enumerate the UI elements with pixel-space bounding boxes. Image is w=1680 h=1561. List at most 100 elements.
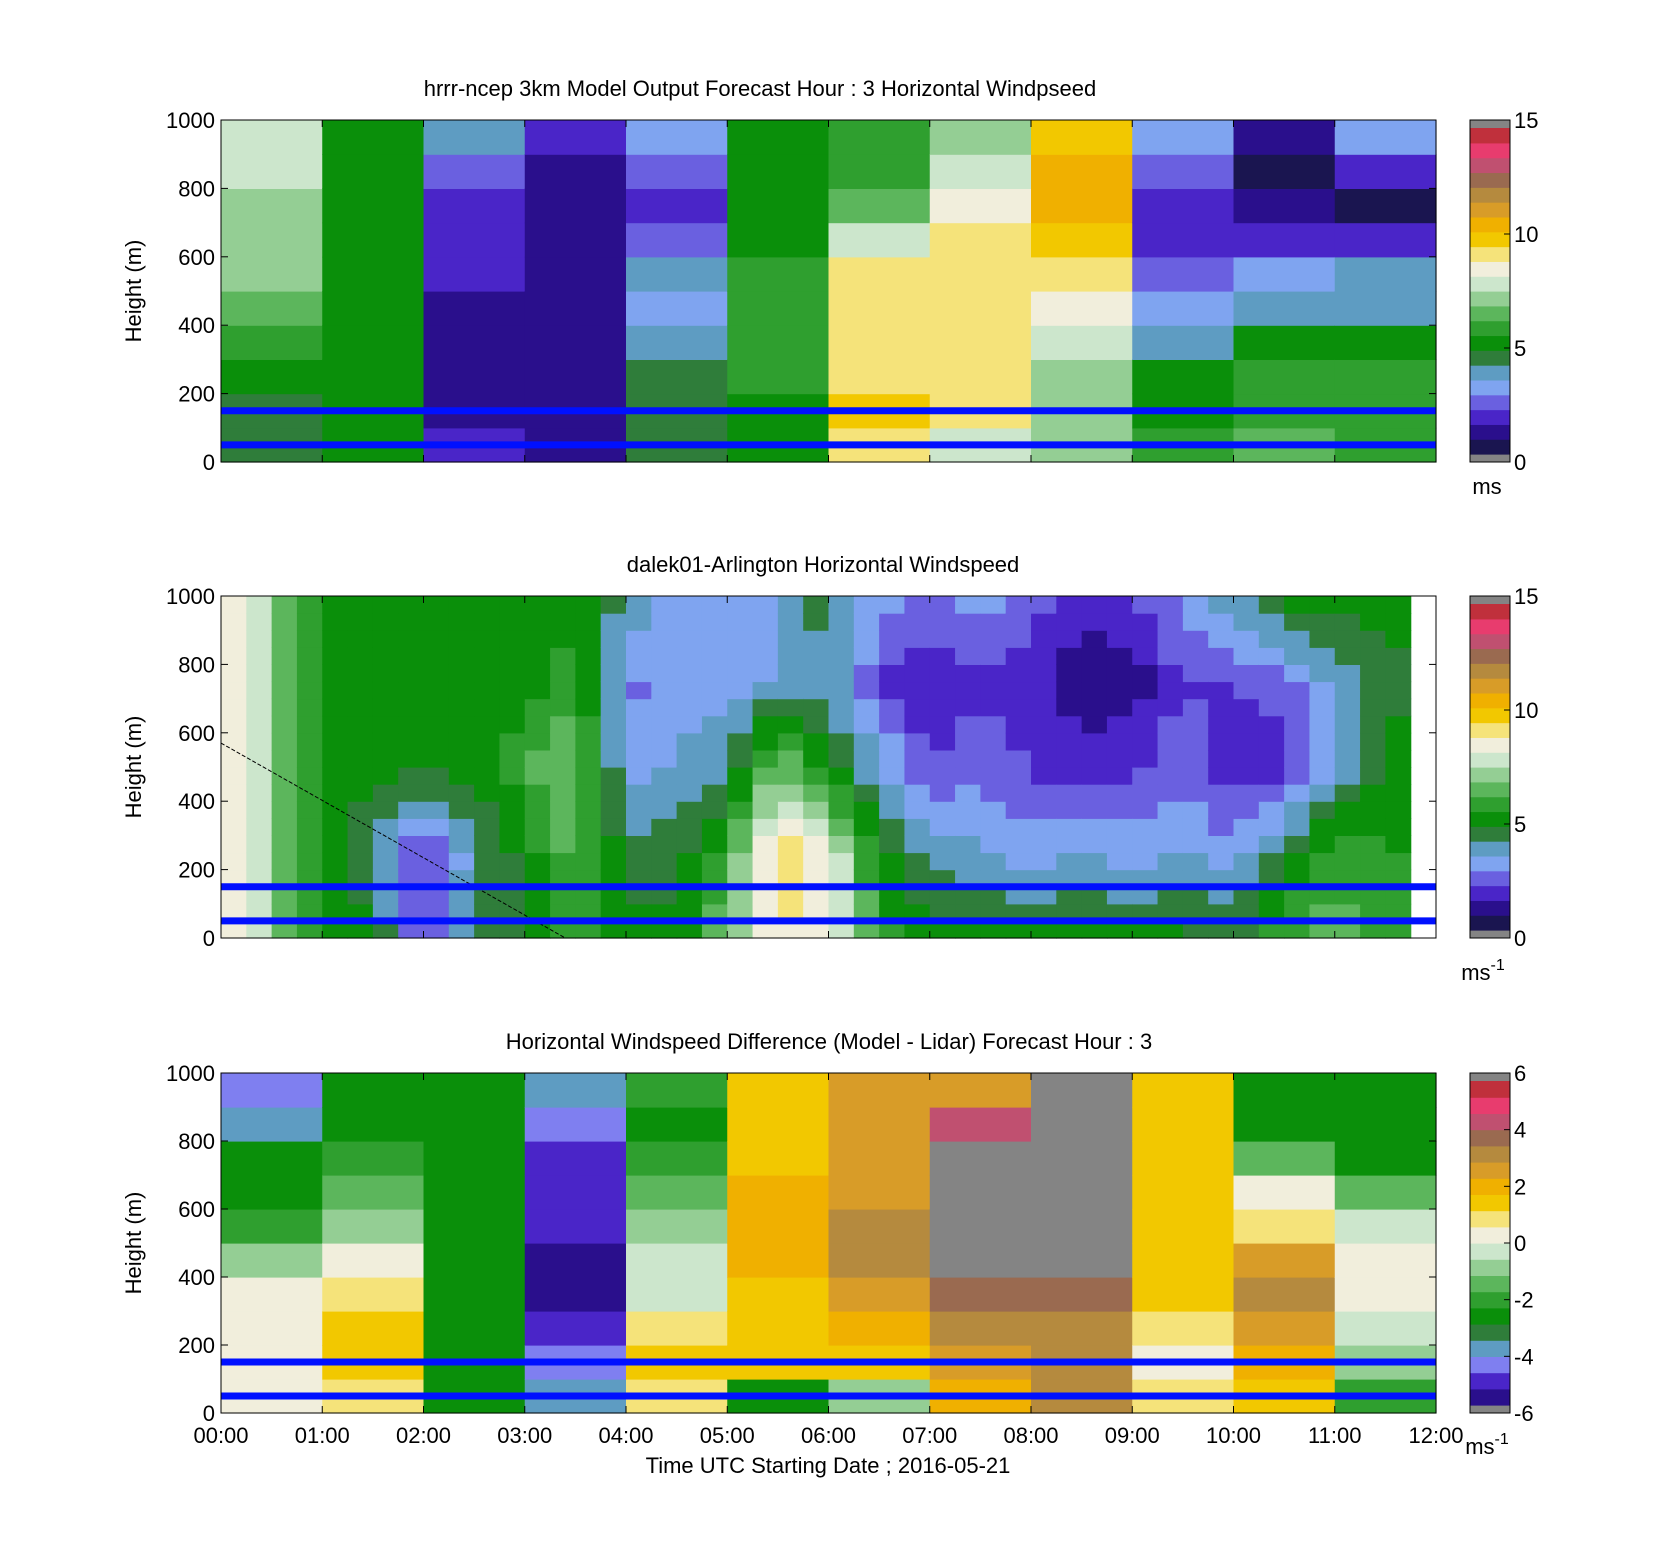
heatmap-cell (955, 596, 981, 614)
y-tick-label: 0 (203, 1401, 215, 1426)
heatmap-cell (1182, 903, 1209, 922)
heatmap-cell (1182, 732, 1209, 751)
colorbar-unit-base: ms (1465, 1434, 1494, 1459)
heatmap-cell (752, 852, 779, 871)
heatmap-cell (271, 818, 298, 836)
heatmap-cell (1233, 256, 1336, 292)
heatmap-cell (1258, 630, 1285, 648)
heatmap-cell (524, 120, 627, 155)
heatmap-cell (423, 1277, 526, 1312)
heatmap-cell (423, 1175, 526, 1210)
heatmap-cell (1005, 920, 1032, 939)
heatmap-cell (1081, 886, 1108, 905)
heatmap-cell (322, 852, 349, 871)
heatmap-cell (296, 886, 323, 905)
heatmap-cell (879, 613, 906, 631)
heatmap-cell (1132, 1107, 1235, 1142)
heatmap-cell (1182, 596, 1209, 614)
heatmap-cell (904, 886, 931, 905)
heatmap-cell (1208, 767, 1235, 785)
heatmap-cell (600, 886, 627, 905)
heatmap-cell (955, 698, 981, 717)
heatmap-cell (296, 681, 323, 700)
heatmap-cell (1081, 903, 1108, 922)
heatmap-cell (626, 256, 728, 292)
heatmap-cell (1360, 630, 1386, 648)
heatmap-cell (221, 154, 323, 189)
heatmap-cell (448, 749, 475, 768)
colorbar-tick-label: 0 (1514, 1231, 1526, 1256)
heatmap-cell (1031, 120, 1133, 155)
heatmap-cell (980, 903, 1007, 922)
heatmap-cell (524, 920, 551, 939)
heatmap-cell (221, 359, 323, 395)
heatmap-cell (828, 120, 931, 155)
heatmap-cell (1360, 613, 1386, 631)
heatmap-cell (929, 596, 956, 614)
heatmap-cell (448, 886, 475, 905)
heatmap-cell (1056, 596, 1083, 614)
heatmap-cell (1132, 886, 1159, 905)
heatmap-cell (929, 852, 956, 871)
colorbar-swatch (1470, 1081, 1510, 1098)
heatmap-cell (879, 664, 906, 683)
heatmap-cell (879, 920, 906, 939)
heatmap-cell (828, 681, 855, 700)
heatmap-cell (1081, 715, 1108, 734)
colorbar-unit-exponent: -1 (1495, 1431, 1509, 1448)
heatmap-cell (904, 818, 931, 836)
heatmap-cell (322, 1209, 425, 1244)
heatmap-cell (777, 852, 804, 871)
heatmap-cell (626, 291, 728, 326)
heatmap-cell (727, 188, 830, 224)
heatmap-cell (499, 818, 526, 836)
heatmap-cell (879, 903, 906, 922)
heatmap-cell (322, 1311, 425, 1346)
heatmap-cell (853, 818, 880, 836)
heatmap-cell (271, 767, 298, 785)
heatmap-cell (372, 749, 399, 768)
heatmap-cell (727, 920, 754, 939)
heatmap-cell (398, 698, 425, 717)
heatmap-cell (1056, 903, 1083, 922)
heatmap-cell (701, 647, 728, 665)
x-tick-label: 11:00 (1308, 1423, 1361, 1448)
heatmap-cell (448, 852, 475, 871)
heatmap-cell (752, 767, 779, 785)
heatmap-cell (271, 596, 298, 614)
heatmap-cell (727, 664, 754, 683)
heatmap-cell (499, 852, 526, 871)
heatmap-cell (1284, 784, 1311, 802)
heatmap-cell (1132, 818, 1159, 836)
heatmap-cell (879, 698, 906, 717)
heatmap-cell (1106, 784, 1133, 802)
heatmap-cell (701, 784, 728, 802)
colorbar-swatch (1470, 1113, 1510, 1131)
colorbar-swatch (1470, 202, 1510, 218)
colorbar-swatch (1470, 142, 1510, 159)
heatmap-cell (1132, 698, 1159, 717)
heatmap-cell (626, 835, 652, 854)
heatmap-cell (1132, 613, 1159, 631)
heatmap-cell (524, 613, 551, 631)
colorbar-swatch (1470, 900, 1510, 916)
heatmap-cell (423, 291, 526, 326)
heatmap-cell (1106, 869, 1133, 888)
heatmap-cell (651, 835, 678, 854)
colorbar-swatch (1470, 365, 1510, 381)
heatmap-cell (271, 613, 298, 631)
heatmap-cell (1182, 852, 1209, 871)
heatmap-cell (1081, 596, 1108, 614)
colorbar-swatch (1470, 648, 1510, 664)
heatmap-cell (372, 784, 399, 802)
heatmap-cell (575, 613, 602, 631)
heatmap-cell (777, 818, 804, 836)
heatmap-cell (676, 698, 703, 717)
heatmap-cell (550, 886, 576, 905)
heatmap-cell (524, 359, 627, 395)
heatmap-cell (1005, 664, 1032, 683)
heatmap-cell (752, 869, 779, 888)
heatmap-cell (1031, 630, 1057, 648)
heatmap-cell (423, 613, 450, 631)
heatmap-cell (271, 715, 298, 734)
